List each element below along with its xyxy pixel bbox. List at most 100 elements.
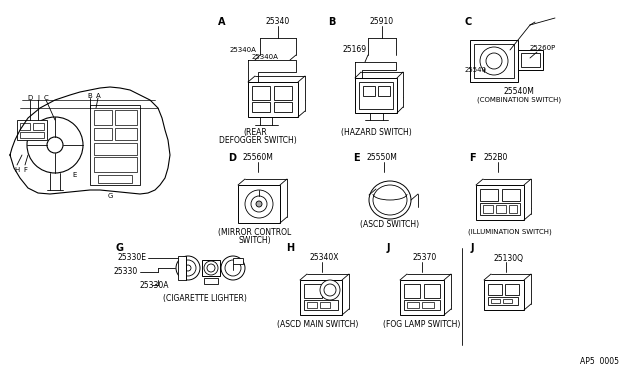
Circle shape <box>251 196 267 212</box>
Bar <box>488 297 518 305</box>
Bar <box>90 105 140 185</box>
Text: J: J <box>470 243 474 253</box>
Circle shape <box>480 47 508 75</box>
Bar <box>202 260 220 276</box>
Bar <box>509 205 517 213</box>
Text: 252B0: 252B0 <box>484 154 508 163</box>
Bar <box>115 128 137 140</box>
Circle shape <box>176 256 200 280</box>
Text: G: G <box>108 193 113 199</box>
Bar <box>422 302 434 308</box>
Bar <box>33 123 44 130</box>
Text: (HAZARD SWITCH): (HAZARD SWITCH) <box>340 128 412 138</box>
Text: (MIRROR CONTROL: (MIRROR CONTROL <box>218 228 292 237</box>
Bar <box>20 132 44 138</box>
Text: 25130Q: 25130Q <box>493 253 523 263</box>
Text: 25540: 25540 <box>465 67 487 73</box>
Circle shape <box>180 260 196 276</box>
Text: 25910: 25910 <box>370 17 394 26</box>
Text: F: F <box>23 167 27 173</box>
Text: DEFOGGER SWITCH): DEFOGGER SWITCH) <box>219 137 297 145</box>
Bar <box>502 189 520 201</box>
Bar <box>488 284 502 295</box>
Text: A: A <box>218 17 226 27</box>
Bar <box>17 120 47 140</box>
Bar <box>521 53 540 67</box>
Bar <box>407 302 419 308</box>
Bar <box>483 205 493 213</box>
Text: AP5  0005: AP5 0005 <box>580 357 619 366</box>
Text: (COMBINATION SWITCH): (COMBINATION SWITCH) <box>477 97 561 103</box>
Circle shape <box>204 261 218 275</box>
Bar <box>363 86 375 96</box>
Bar <box>98 175 132 183</box>
Text: C: C <box>465 17 472 27</box>
Text: B: B <box>328 17 336 27</box>
Text: (ASCD MAIN SWITCH): (ASCD MAIN SWITCH) <box>277 321 358 330</box>
Text: (ASCD SWITCH): (ASCD SWITCH) <box>360 221 420 230</box>
Text: 25330E: 25330E <box>117 253 146 263</box>
Text: H: H <box>286 243 294 253</box>
Bar <box>491 299 500 303</box>
Text: E: E <box>73 172 77 178</box>
Bar <box>238 185 280 223</box>
Text: 25560M: 25560M <box>243 154 273 163</box>
Bar <box>115 110 137 125</box>
Bar <box>300 280 342 315</box>
Circle shape <box>207 264 215 272</box>
Text: D: D <box>28 95 33 101</box>
Bar <box>252 102 270 112</box>
Bar <box>480 189 498 201</box>
Text: E: E <box>353 153 359 163</box>
Text: (REAR: (REAR <box>243 128 267 138</box>
Bar <box>476 185 524 220</box>
Bar <box>474 44 514 78</box>
Bar <box>274 86 292 100</box>
Text: 25540M: 25540M <box>504 87 534 96</box>
Bar <box>496 205 506 213</box>
Text: (CIGARETTE LIGHTER): (CIGARETTE LIGHTER) <box>163 294 247 302</box>
Circle shape <box>324 284 336 296</box>
Text: J: J <box>387 243 390 253</box>
Circle shape <box>225 260 241 276</box>
Text: C: C <box>44 95 49 101</box>
Bar <box>248 82 298 117</box>
Text: (ILLUMINATION SWITCH): (ILLUMINATION SWITCH) <box>468 229 552 235</box>
Bar <box>94 128 112 140</box>
Text: (FOG LAMP SWITCH): (FOG LAMP SWITCH) <box>383 321 461 330</box>
Text: 25340X: 25340X <box>309 253 339 263</box>
Bar <box>252 86 270 100</box>
Bar <box>20 123 30 130</box>
Text: 25330: 25330 <box>114 267 138 276</box>
Bar <box>505 284 519 295</box>
Circle shape <box>320 280 340 300</box>
Bar <box>304 300 338 310</box>
Ellipse shape <box>373 185 407 215</box>
Bar <box>470 40 518 82</box>
Bar <box>359 82 393 109</box>
Text: J: J <box>37 95 39 101</box>
Circle shape <box>185 265 191 271</box>
Bar <box>424 284 440 298</box>
Bar <box>518 50 543 70</box>
Bar <box>94 110 112 125</box>
Text: 25370: 25370 <box>413 253 437 263</box>
Bar <box>503 299 512 303</box>
Bar <box>355 78 397 113</box>
Bar <box>94 157 137 172</box>
Text: 25550M: 25550M <box>367 154 397 163</box>
Bar <box>304 284 322 298</box>
Text: 25330A: 25330A <box>140 280 170 289</box>
Bar <box>378 86 390 96</box>
Circle shape <box>221 256 245 280</box>
Text: F: F <box>468 153 476 163</box>
Text: B: B <box>88 93 92 99</box>
Bar <box>320 302 330 308</box>
Text: SWITCH): SWITCH) <box>239 235 271 244</box>
Text: 25340A: 25340A <box>230 47 257 53</box>
Bar <box>404 284 420 298</box>
Circle shape <box>486 53 502 69</box>
Circle shape <box>256 201 262 207</box>
Bar <box>233 258 243 264</box>
Text: G: G <box>116 243 124 253</box>
